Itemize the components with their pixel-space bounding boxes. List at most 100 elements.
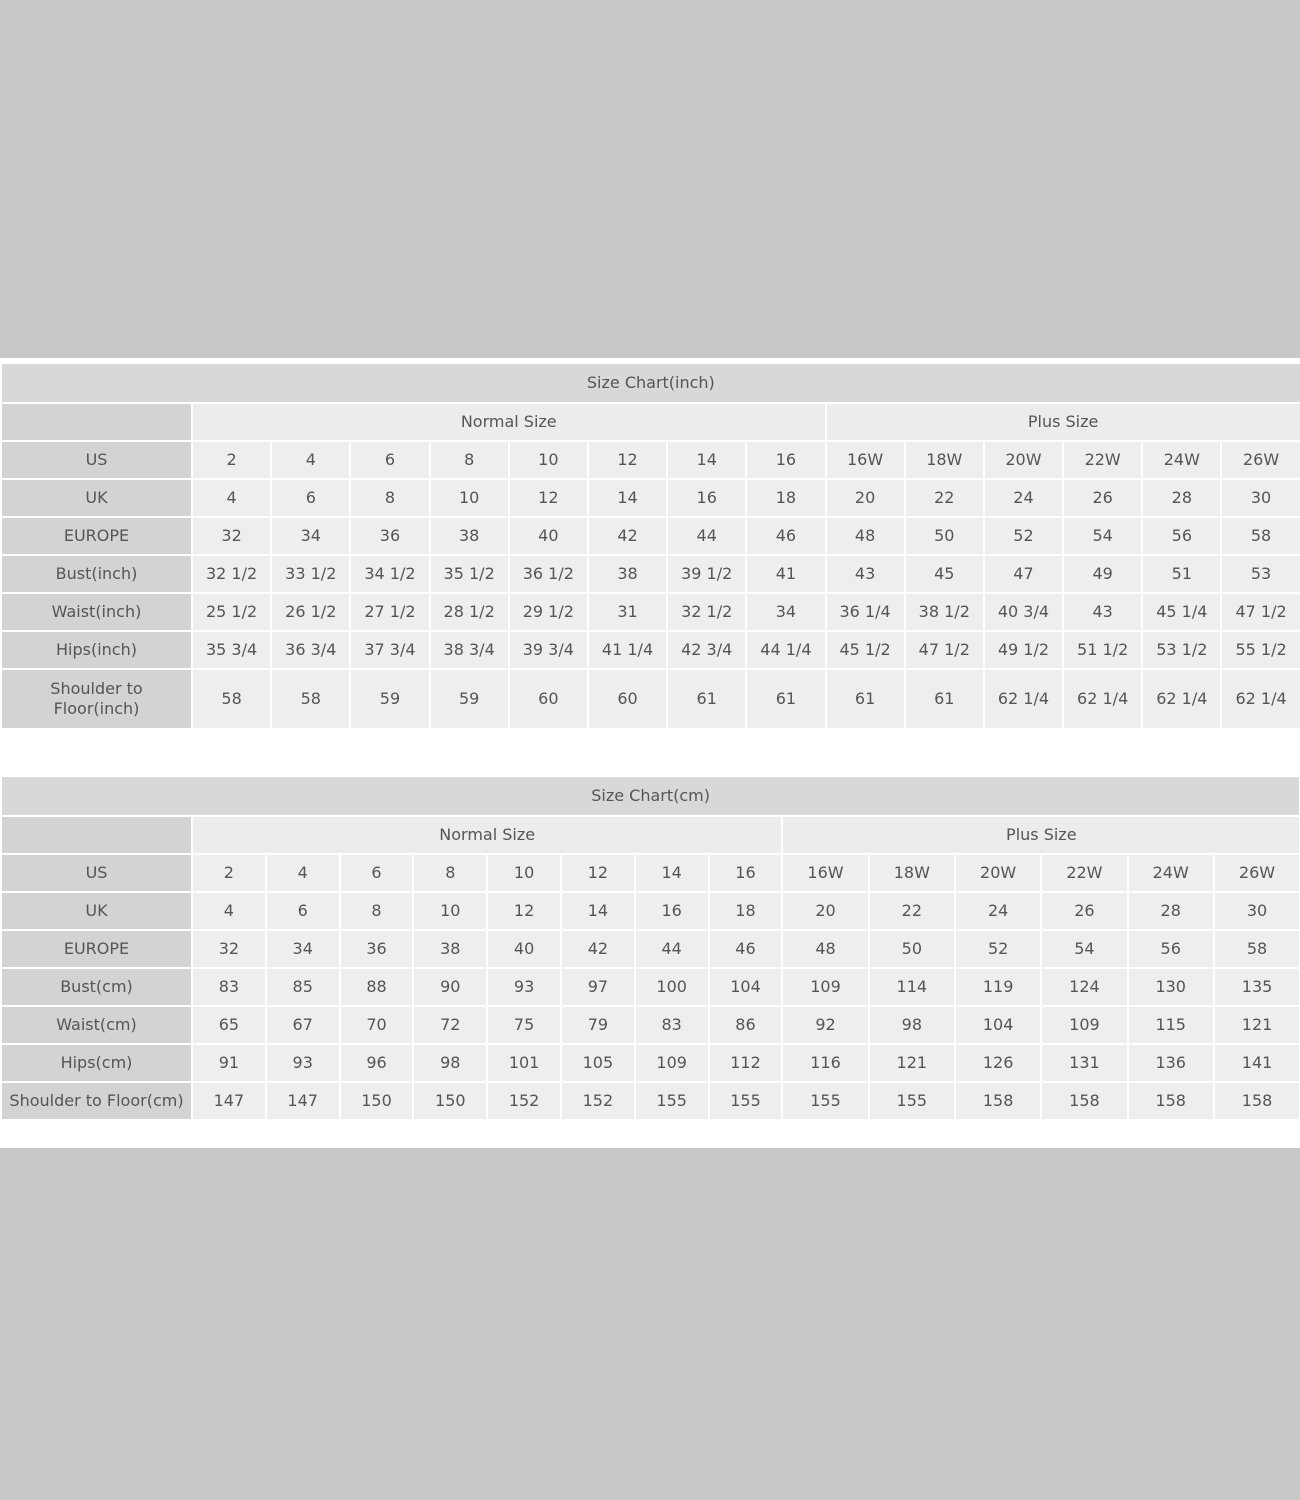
table-cell: 124 [1040,967,1129,1007]
table-cell: 22 [903,478,985,518]
group-header: Plus Size [781,815,1300,855]
table-cell: 62 1/4 [1141,668,1223,730]
table-row: Waist(inch) 25 1/2 26 1/2 27 1/2 28 1/2 29 1/… [0,592,1300,632]
table-cell: 4 [270,440,352,480]
table-cell: 26 [1040,891,1129,931]
table-cell: 47 1/2 [903,630,985,670]
table-row: Shoulder to Floor(inch) 58 58 59 59 60 60 61 61 6… [0,668,1300,730]
table-cell: 152 [559,1081,636,1121]
table-cell: 98 [867,1005,956,1045]
table-cell: 10 [428,478,510,518]
table-cell: 34 [264,929,341,969]
table-cell: 158 [953,1081,1043,1121]
table-cell: 28 1/2 [428,592,510,632]
table-cell: 18W [867,853,956,893]
table-cell: 152 [486,1081,562,1121]
table-cell: 16 [745,440,827,480]
table-cell: 39 1/2 [666,554,748,594]
table-cell: 28 [1141,478,1223,518]
table-cell: 16 [666,478,748,518]
table-cell: 36 [338,929,415,969]
table-cell: 36 [349,516,431,556]
table-cell: 88 [338,967,415,1007]
table-cell: 49 [1062,554,1144,594]
table-cell: 61 [824,668,906,730]
table-cell: 12 [559,853,636,893]
table-cell: 93 [264,1043,341,1083]
table-cell: 115 [1126,1005,1215,1045]
table-cell: 83 [191,967,267,1007]
table-cell: 34 [270,516,352,556]
table-cell: 47 [982,554,1065,594]
table-cell: 52 [982,516,1065,556]
row-label: UK [0,478,193,518]
table-cell: 34 [745,592,827,632]
corner-cell [0,402,193,442]
table-cell: 18 [707,891,784,931]
table-row: Bust(inch) 32 1/2 33 1/2 34 1/2 35 1/2 36 1/2… [0,554,1300,594]
row-label: US [0,853,193,893]
table-cell: 53 1/2 [1141,630,1223,670]
table-cell: 30 [1220,478,1300,518]
table-title: Size Chart(cm) [0,775,1300,817]
table-cell: 2 [190,440,273,480]
table-cell: 46 [707,929,784,969]
table-cell: 34 1/2 [349,554,431,594]
group-header: Normal Size [191,402,827,442]
table-cell: 22W [1062,440,1144,480]
table-cell: 105 [559,1043,636,1083]
table-cell: 16W [781,853,870,893]
row-label: Bust(cm) [0,967,193,1007]
table-row: US 2 4 6 8 10 12 14 16 16W 18W 20W 22W 24W 26W [0,853,1300,893]
table-cell: 24 [953,891,1043,931]
table-cell: 116 [781,1043,870,1083]
table-cell: 58 [190,668,273,730]
table-row: EUROPE 32 34 36 38 40 42 44 46 48 50 52 54 56 58 [0,929,1300,969]
table-cell: 32 1/2 [666,592,748,632]
table-cell: 14 [666,440,748,480]
group-header: Plus Size [824,402,1300,442]
table-row: UK 4 6 8 10 12 14 16 18 20 22 24 26 28 30 [0,478,1300,518]
table-cell: 61 [903,668,985,730]
table-cell: 38 1/2 [903,592,985,632]
table-cell: 60 [586,668,669,730]
table-cell: 61 [666,668,748,730]
table-cell: 56 [1126,929,1215,969]
table-cell: 59 [349,668,431,730]
table-cell: 37 3/4 [349,630,431,670]
row-label: Shoulder to Floor(cm) [0,1081,193,1121]
table-cell: 109 [781,967,870,1007]
table-cell: 54 [1062,516,1144,556]
table-cell: 131 [1040,1043,1129,1083]
table-cell: 62 1/4 [982,668,1065,730]
table-cell: 158 [1040,1081,1129,1121]
table-cell: 150 [412,1081,489,1121]
table-cell: 45 1/2 [824,630,906,670]
table-cell: 46 [745,516,827,556]
table-cell: 18W [903,440,985,480]
table-cell: 12 [486,891,562,931]
table-cell: 30 [1212,891,1300,931]
table-cell: 158 [1212,1081,1300,1121]
table-cell: 33 1/2 [270,554,352,594]
table-cell: 32 [191,929,267,969]
table-cell: 12 [507,478,589,518]
table-cell: 98 [412,1043,489,1083]
table-cell: 26 [1062,478,1144,518]
table-cell: 2 [191,853,267,893]
table-cell: 41 [745,554,827,594]
table-cell: 92 [781,1005,870,1045]
table-cell: 150 [338,1081,415,1121]
table-cell: 8 [412,853,489,893]
table-cell: 4 [190,478,273,518]
table-cell: 45 1/4 [1141,592,1223,632]
table-cell: 6 [338,853,415,893]
table-cell: 4 [191,891,267,931]
table-row: EUROPE 32 34 36 38 40 42 44 46 48 50 52 54 56 58 [0,516,1300,556]
table-cell: 58 [1220,516,1300,556]
table-cell: 4 [264,853,341,893]
table-cell: 112 [707,1043,784,1083]
table-cell: 83 [633,1005,710,1045]
table-cell: 130 [1126,967,1215,1007]
table-cell: 79 [559,1005,636,1045]
